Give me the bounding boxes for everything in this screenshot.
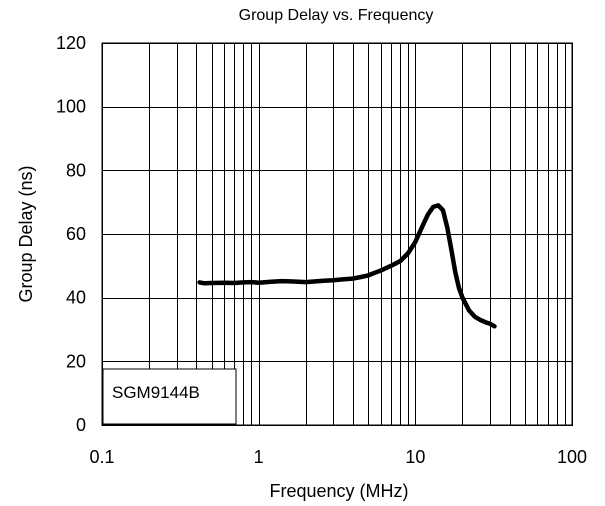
plot-frame [101, 42, 573, 426]
annotation-box-border [102, 368, 237, 425]
y-tick-label: 20 [66, 351, 86, 371]
y-tick-label: 100 [56, 97, 86, 117]
y-tick-label: 80 [66, 160, 86, 180]
x-tick-label: 1 [254, 447, 264, 467]
y-tick-label: 60 [66, 224, 86, 244]
x-tick-label: 100 [557, 447, 587, 467]
x-tick-label: 10 [405, 447, 425, 467]
x-axis-label: Frequency (MHz) [269, 481, 408, 501]
x-tick-label: 0.1 [89, 447, 114, 467]
group-delay-series-line [197, 203, 497, 329]
y-tick-label: 120 [56, 33, 86, 53]
tick-labels: 0.1 1 10 100 0 20 40 60 80 100 120 [56, 33, 587, 467]
annotation-box: SGM9144B [102, 368, 237, 425]
annotation-label: SGM9144B [112, 383, 200, 402]
y-axis-label: Group Delay (ns) [16, 165, 36, 302]
chart-title: Group Delay vs. Frequency [239, 7, 434, 24]
y-tick-label: 40 [66, 288, 86, 308]
grid [102, 43, 572, 425]
y-tick-label: 0 [76, 415, 86, 435]
